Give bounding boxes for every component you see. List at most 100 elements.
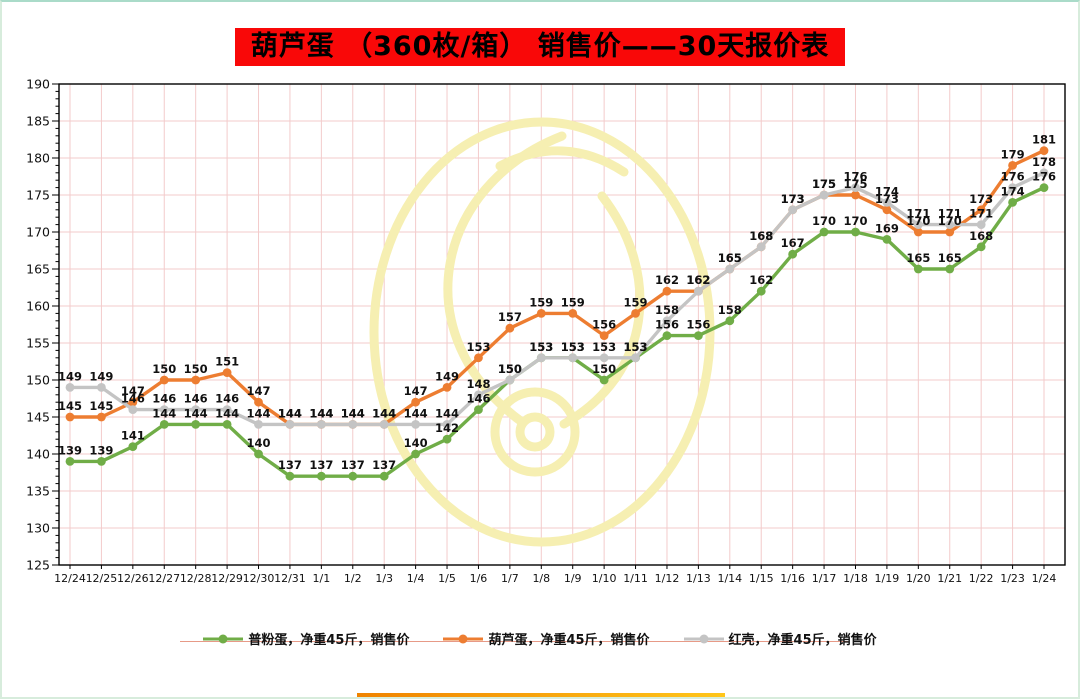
svg-text:1/18: 1/18: [843, 572, 868, 585]
svg-text:165: 165: [718, 251, 742, 265]
line-chart: 125 130 135 140 145 150 155 160 165 170 175 180 185 1…: [26, 77, 1066, 585]
svg-text:147: 147: [404, 384, 428, 398]
svg-text:181: 181: [1032, 133, 1056, 147]
svg-text:173: 173: [781, 192, 805, 206]
svg-text:162: 162: [686, 273, 710, 287]
svg-text:1/6: 1/6: [470, 572, 488, 585]
svg-text:146: 146: [121, 392, 145, 406]
svg-text:148: 148: [466, 377, 490, 391]
svg-text:1/9: 1/9: [564, 572, 582, 585]
legend-line-marker-icon: [203, 634, 244, 643]
svg-text:137: 137: [309, 458, 333, 472]
svg-text:144: 144: [309, 406, 333, 420]
svg-text:140: 140: [404, 436, 428, 450]
svg-text:150: 150: [26, 373, 50, 388]
svg-text:175: 175: [812, 177, 836, 191]
svg-text:141: 141: [121, 429, 145, 443]
svg-text:1/19: 1/19: [875, 572, 900, 585]
svg-text:146: 146: [184, 392, 208, 406]
legend-item-1: 葫芦蛋，净重45斤，销售价: [443, 629, 650, 648]
legend-label: 葫芦蛋，净重45斤，销售价: [488, 633, 650, 648]
svg-text:153: 153: [529, 340, 553, 354]
svg-text:175: 175: [26, 188, 50, 203]
legend: 普粉蛋，净重45斤，销售价 葫芦蛋，净重45斤，销售价 红壳，净重45斤，销售价: [2, 629, 1078, 648]
svg-text:1/13: 1/13: [686, 572, 711, 585]
svg-text:140: 140: [26, 447, 50, 462]
svg-text:174: 174: [875, 184, 899, 198]
svg-text:162: 162: [749, 273, 773, 287]
legend-item-2: 红壳，净重45斤，销售价: [683, 629, 877, 648]
svg-text:146: 146: [466, 392, 490, 406]
svg-text:1/4: 1/4: [407, 572, 425, 585]
svg-text:144: 144: [215, 406, 239, 420]
svg-text:1/17: 1/17: [812, 572, 837, 585]
svg-text:185: 185: [26, 114, 50, 129]
svg-text:169: 169: [875, 221, 899, 235]
svg-text:165: 165: [906, 251, 930, 265]
svg-text:145: 145: [58, 399, 82, 413]
svg-text:144: 144: [247, 406, 271, 420]
svg-text:153: 153: [529, 340, 553, 354]
svg-text:162: 162: [686, 273, 710, 287]
svg-text:137: 137: [341, 458, 365, 472]
svg-text:12/24: 12/24: [54, 572, 86, 585]
svg-text:176: 176: [843, 170, 867, 184]
svg-text:168: 168: [749, 229, 773, 243]
svg-text:1/22: 1/22: [969, 572, 994, 585]
svg-text:150: 150: [152, 362, 176, 376]
svg-text:140: 140: [247, 436, 271, 450]
svg-text:1/5: 1/5: [438, 572, 456, 585]
bottom-accent-bar: [357, 693, 725, 697]
svg-text:144: 144: [278, 406, 302, 420]
title-row: 葫芦蛋 （360枚/箱） 销售价——30天报价表: [2, 28, 1078, 66]
svg-text:170: 170: [26, 225, 50, 240]
svg-text:153: 153: [561, 340, 585, 354]
svg-text:144: 144: [278, 406, 302, 420]
svg-text:144: 144: [341, 406, 365, 420]
svg-text:170: 170: [938, 214, 962, 228]
svg-text:157: 157: [498, 310, 522, 324]
svg-text:171: 171: [938, 207, 962, 221]
svg-text:165: 165: [26, 262, 50, 277]
svg-text:147: 147: [247, 384, 271, 398]
legend-label: 普粉蛋，净重45斤，销售价: [248, 633, 410, 648]
svg-text:1/24: 1/24: [1032, 572, 1057, 585]
svg-text:144: 144: [404, 406, 428, 420]
svg-text:1/14: 1/14: [717, 572, 742, 585]
svg-text:139: 139: [89, 443, 113, 457]
svg-text:153: 153: [624, 340, 648, 354]
svg-text:165: 165: [938, 251, 962, 265]
svg-text:125: 125: [26, 558, 50, 573]
svg-text:168: 168: [969, 229, 993, 243]
svg-text:159: 159: [561, 295, 585, 309]
series-lines: [65, 146, 1049, 481]
svg-text:155: 155: [26, 336, 50, 351]
svg-text:1/3: 1/3: [375, 572, 393, 585]
svg-text:179: 179: [1001, 147, 1025, 161]
svg-text:1/12: 1/12: [655, 572, 680, 585]
svg-text:176: 176: [1001, 170, 1025, 184]
svg-text:1/10: 1/10: [592, 572, 617, 585]
svg-text:12/27: 12/27: [148, 572, 180, 585]
svg-text:12/28: 12/28: [180, 572, 212, 585]
svg-text:156: 156: [686, 318, 710, 332]
svg-text:174: 174: [1001, 184, 1025, 198]
svg-text:175: 175: [843, 177, 867, 191]
svg-text:150: 150: [498, 362, 522, 376]
svg-text:153: 153: [624, 340, 648, 354]
axes: 125 130 135 140 145 150 155 160 165 170 175 180 185 1…: [26, 77, 1066, 585]
gridlines: [59, 84, 1065, 565]
svg-text:1/11: 1/11: [623, 572, 648, 585]
svg-text:150: 150: [592, 362, 616, 376]
svg-text:171: 171: [969, 207, 993, 221]
svg-text:170: 170: [812, 214, 836, 228]
legend-label: 红壳，净重45斤，销售价: [728, 633, 877, 648]
svg-text:146: 146: [152, 392, 176, 406]
svg-text:150: 150: [498, 362, 522, 376]
svg-text:12/29: 12/29: [211, 572, 243, 585]
svg-text:153: 153: [592, 340, 616, 354]
svg-text:144: 144: [152, 406, 176, 420]
svg-text:144: 144: [435, 406, 459, 420]
